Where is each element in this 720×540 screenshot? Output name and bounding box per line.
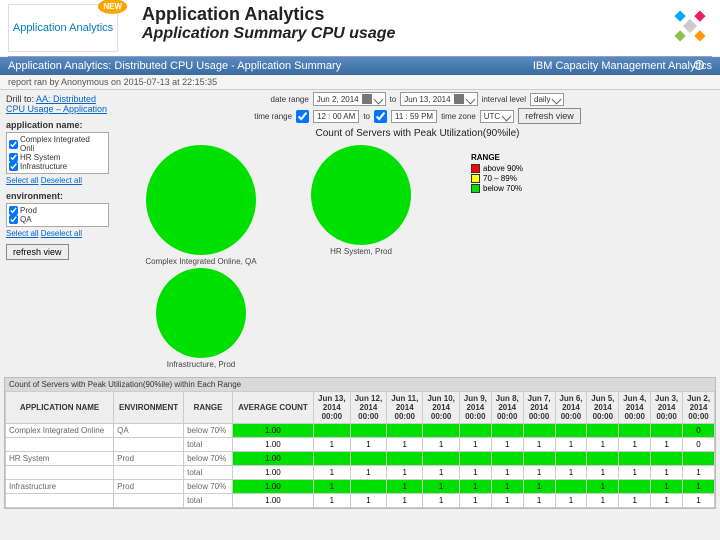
logo-text: Application Analytics bbox=[13, 22, 113, 34]
filter-app-label: application name: bbox=[6, 120, 109, 130]
chart-legend: RANGE above 90%70 – 89%below 70% bbox=[471, 153, 523, 369]
legend-row: below 70% bbox=[471, 184, 523, 193]
logo-box: Application Analytics NEW bbox=[8, 4, 118, 52]
interval-field[interactable]: daily bbox=[530, 93, 564, 106]
chart-title: Count of Servers with Peak Utilization(9… bbox=[121, 128, 714, 139]
report-brand: IBM Capacity Management Analytics bbox=[533, 60, 712, 72]
legend-row: above 90% bbox=[471, 164, 523, 173]
calendar-icon bbox=[362, 94, 372, 104]
deselect-all-link[interactable]: Deselect all bbox=[41, 176, 82, 185]
bubble[interactable] bbox=[156, 268, 246, 358]
report-title-bar: Application Analytics: Distributed CPU U… bbox=[0, 57, 720, 75]
table-row: InfrastructureProdbelow 70%1.00111111111 bbox=[6, 480, 715, 494]
table-row: Complex Integrated OnlineQAbelow 70%1.00… bbox=[6, 424, 715, 438]
deselect-all-link-2[interactable]: Deselect all bbox=[41, 229, 82, 238]
filter-env-box[interactable]: ProdQA bbox=[6, 203, 109, 227]
bubble-label: Infrastructure, Prod bbox=[121, 360, 281, 369]
tz-field[interactable]: UTC bbox=[480, 110, 514, 123]
report-title: Application Analytics: Distributed CPU U… bbox=[8, 60, 341, 72]
time-to-checkbox[interactable] bbox=[374, 110, 387, 123]
filter-item[interactable]: Infrastructure bbox=[9, 162, 106, 171]
bubble[interactable] bbox=[146, 145, 256, 255]
filter-item[interactable]: QA bbox=[9, 215, 106, 224]
chevron-down-icon bbox=[552, 94, 562, 104]
help-icon[interactable]: ? bbox=[694, 60, 704, 70]
select-all-link[interactable]: Select all bbox=[6, 176, 38, 185]
brand-logo-icon bbox=[670, 6, 710, 49]
legend-title: RANGE bbox=[471, 153, 523, 162]
time-range-label: time range bbox=[254, 112, 292, 121]
interval-label: interval level bbox=[482, 95, 526, 104]
page-title: Application Analytics bbox=[142, 4, 395, 25]
chevron-down-icon bbox=[465, 94, 475, 104]
bubble-chart: Complex Integrated Online, QAHR System, … bbox=[121, 143, 461, 369]
table-title: Count of Servers with Peak Utilization(9… bbox=[5, 378, 715, 391]
table-row: total1.00111111111111 bbox=[6, 494, 715, 508]
select-all-link-2[interactable]: Select all bbox=[6, 229, 38, 238]
filter-app-box[interactable]: Complex Integrated OnliHR SystemInfrastr… bbox=[6, 132, 109, 174]
table-row: HR SystemProdbelow 70%1.00 bbox=[6, 452, 715, 466]
chevron-down-icon bbox=[373, 94, 383, 104]
date-to-field[interactable]: Jun 13, 2014 bbox=[400, 92, 477, 106]
filter-item[interactable]: HR System bbox=[9, 153, 106, 162]
filter-item[interactable]: Prod bbox=[9, 206, 106, 215]
summary-table: Count of Servers with Peak Utilization(9… bbox=[4, 377, 716, 509]
table-row: total1.00111111111110 bbox=[6, 438, 715, 452]
drill-to: Drill to: AA: Distributed CPU Usage – Ap… bbox=[6, 94, 109, 114]
table-row: total1.00111111111111 bbox=[6, 466, 715, 480]
bubble-label: HR System, Prod bbox=[281, 247, 441, 256]
refresh-button-top[interactable]: refresh view bbox=[518, 108, 581, 124]
time-from-field[interactable]: 12 : 00 AM bbox=[313, 110, 359, 123]
date-from-field[interactable]: Jun 2, 2014 bbox=[313, 92, 386, 106]
new-badge: NEW bbox=[98, 0, 127, 14]
page-subtitle: Application Summary CPU usage bbox=[142, 25, 395, 43]
chevron-down-icon bbox=[502, 111, 512, 121]
legend-row: 70 – 89% bbox=[471, 174, 523, 183]
time-from-checkbox[interactable] bbox=[296, 110, 309, 123]
bubble-label: Complex Integrated Online, QA bbox=[121, 257, 281, 266]
filter-env-label: environment: bbox=[6, 191, 109, 201]
time-to-field[interactable]: 11 : 59 PM bbox=[391, 110, 437, 123]
refresh-button-side[interactable]: refresh view bbox=[6, 244, 69, 260]
filter-item[interactable]: Complex Integrated Onli bbox=[9, 135, 106, 153]
date-range-label: date range bbox=[271, 95, 309, 104]
report-meta: report ran by Anonymous on 2015-07-13 at… bbox=[0, 75, 720, 90]
bubble[interactable] bbox=[311, 145, 411, 245]
tz-label: time zone bbox=[441, 112, 476, 121]
calendar-icon bbox=[454, 94, 464, 104]
